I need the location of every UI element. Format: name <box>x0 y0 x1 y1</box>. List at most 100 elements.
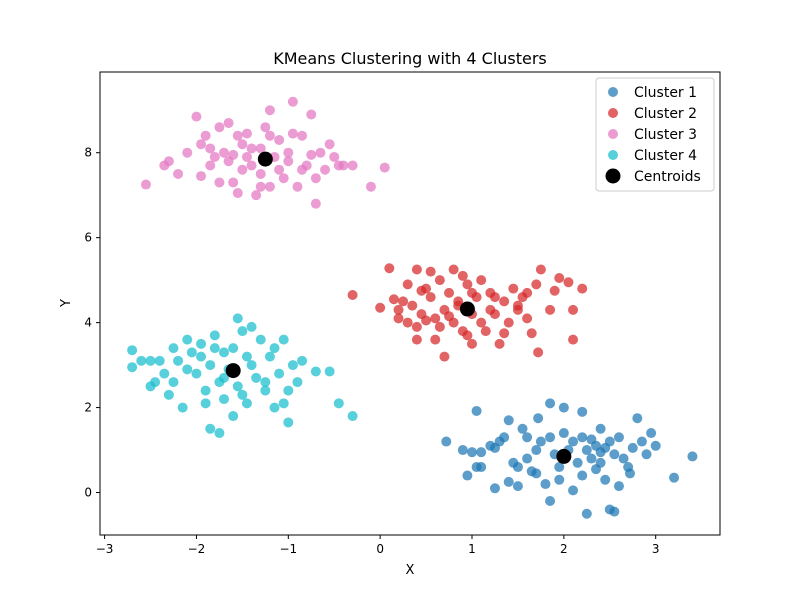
data-point <box>591 464 601 475</box>
data-point <box>512 481 523 492</box>
data-point <box>485 304 496 315</box>
legend-item-cluster-4: Cluster 4 <box>608 148 697 164</box>
data-point <box>177 402 188 413</box>
data-point <box>613 481 624 492</box>
centroid-point <box>459 301 475 317</box>
centroid-point <box>225 363 241 379</box>
data-point <box>462 470 473 481</box>
data-point <box>241 151 252 162</box>
data-point <box>173 168 184 179</box>
y-tick-label: 6 <box>84 231 92 245</box>
data-point <box>609 506 620 517</box>
x-axis-ticks: −3 −2 −1 0 1 2 3 <box>96 535 660 556</box>
data-point <box>467 338 477 349</box>
data-point <box>264 130 275 141</box>
data-point <box>393 304 404 315</box>
data-point <box>168 377 179 388</box>
data-point <box>554 462 565 473</box>
data-point <box>476 447 487 458</box>
data-point <box>191 111 202 122</box>
data-point <box>533 413 544 424</box>
legend-item-cluster-3: Cluster 3 <box>608 127 697 143</box>
x-tick-label: 3 <box>652 542 660 556</box>
data-point <box>494 338 505 349</box>
legend-marker <box>608 108 618 118</box>
centroid-point <box>556 448 572 464</box>
data-point <box>581 508 592 519</box>
series-cluster-3 <box>140 96 390 209</box>
data-point <box>545 398 556 409</box>
data-point <box>320 164 331 175</box>
series-centroids <box>225 151 572 464</box>
data-point <box>264 351 275 362</box>
data-point <box>471 405 482 416</box>
x-tick-label: 1 <box>468 542 476 556</box>
data-point <box>283 385 294 396</box>
data-point <box>255 181 266 192</box>
data-point <box>572 457 583 468</box>
data-point <box>388 294 399 305</box>
data-point <box>503 415 514 426</box>
data-point <box>205 360 216 371</box>
y-tick-label: 0 <box>84 486 92 500</box>
data-point <box>489 292 500 303</box>
data-point <box>260 122 271 133</box>
data-point <box>476 275 487 286</box>
data-point <box>379 162 390 173</box>
data-point <box>508 283 519 294</box>
data-point <box>168 343 179 354</box>
data-point <box>577 432 588 443</box>
data-point <box>554 273 565 284</box>
data-point <box>287 360 298 371</box>
data-point <box>260 377 271 388</box>
data-point <box>545 304 556 315</box>
data-point <box>641 449 652 460</box>
data-point <box>196 338 207 349</box>
data-point <box>264 181 275 192</box>
data-point <box>241 351 252 362</box>
data-point <box>196 351 207 362</box>
data-point <box>145 381 156 392</box>
data-point <box>365 181 376 192</box>
data-point <box>462 330 473 341</box>
data-point <box>393 313 404 324</box>
data-point <box>186 347 197 358</box>
data-point <box>278 398 289 409</box>
data-point <box>255 143 266 154</box>
data-point <box>251 372 262 383</box>
data-point <box>200 130 211 141</box>
data-point <box>127 362 138 373</box>
data-point <box>246 321 257 332</box>
data-point <box>274 164 285 175</box>
y-tick-label: 8 <box>84 146 92 160</box>
data-point <box>297 164 308 175</box>
legend-marker <box>608 129 618 139</box>
data-point <box>205 143 216 154</box>
data-point <box>200 385 211 396</box>
data-point <box>214 122 225 133</box>
y-axis-label: Y <box>59 299 74 308</box>
legend-marker <box>605 168 621 184</box>
data-point <box>430 334 441 345</box>
data-point <box>384 263 395 274</box>
data-point <box>632 413 643 424</box>
data-point <box>209 330 220 341</box>
data-point <box>522 313 533 324</box>
data-point <box>292 181 303 192</box>
data-point <box>549 285 560 296</box>
data-point <box>278 334 289 345</box>
data-point <box>214 177 225 188</box>
data-point <box>283 147 294 158</box>
data-point <box>219 347 229 358</box>
data-point <box>232 381 243 392</box>
data-point <box>398 296 409 307</box>
data-point <box>274 368 285 379</box>
data-point <box>568 334 579 345</box>
data-point <box>182 147 193 158</box>
data-point <box>163 156 174 167</box>
data-point <box>196 171 207 182</box>
legend: Cluster 1 Cluster 2 Cluster 3 Cluster 4 Cent… <box>595 77 715 192</box>
data-point <box>407 300 418 311</box>
data-point <box>214 428 225 439</box>
data-point <box>402 279 413 290</box>
